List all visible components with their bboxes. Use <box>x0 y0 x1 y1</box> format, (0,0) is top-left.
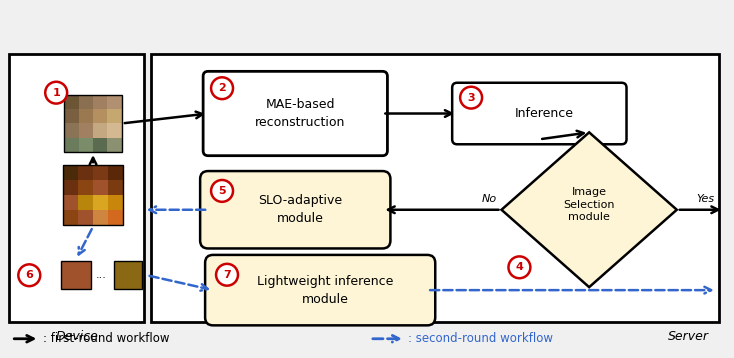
Bar <box>107 124 122 138</box>
Text: 7: 7 <box>223 270 231 280</box>
Text: Lightweight inference
module: Lightweight inference module <box>257 275 393 306</box>
Bar <box>64 124 79 138</box>
Bar <box>63 195 78 210</box>
Circle shape <box>509 256 531 278</box>
Bar <box>107 95 122 109</box>
Text: 4: 4 <box>515 262 523 272</box>
Bar <box>10 54 144 322</box>
Text: 6: 6 <box>26 270 33 280</box>
Text: 2: 2 <box>218 83 226 93</box>
Circle shape <box>460 87 482 108</box>
FancyBboxPatch shape <box>452 83 627 144</box>
Text: Device: Device <box>55 330 98 343</box>
Bar <box>64 95 122 152</box>
Bar <box>63 165 123 224</box>
Text: Inference: Inference <box>515 107 574 120</box>
Bar <box>107 109 122 124</box>
Circle shape <box>216 264 238 286</box>
Polygon shape <box>501 132 677 287</box>
Bar <box>79 95 93 109</box>
Text: 1: 1 <box>52 88 60 98</box>
Bar <box>63 210 78 224</box>
Text: KAIS: KAIS <box>156 103 584 252</box>
Bar <box>78 195 93 210</box>
Circle shape <box>211 180 233 202</box>
Text: MAE-based
reconstruction: MAE-based reconstruction <box>255 98 346 129</box>
Bar <box>93 95 107 109</box>
FancyBboxPatch shape <box>203 71 388 156</box>
Bar <box>108 210 123 224</box>
Bar <box>150 54 719 322</box>
Bar <box>79 138 93 152</box>
Text: : first-round workflow: : first-round workflow <box>43 332 170 345</box>
Bar <box>114 261 142 289</box>
Bar <box>93 195 108 210</box>
Text: Image
Selection
module: Image Selection module <box>564 187 615 222</box>
Bar <box>78 165 93 180</box>
FancyBboxPatch shape <box>200 171 390 248</box>
Text: Server: Server <box>668 330 709 343</box>
Bar <box>108 165 123 180</box>
Bar <box>64 138 79 152</box>
Bar <box>93 210 108 224</box>
FancyBboxPatch shape <box>205 255 435 325</box>
Text: Yes: Yes <box>697 194 715 204</box>
Bar <box>108 180 123 195</box>
Text: : second-round workflow: : second-round workflow <box>408 332 553 345</box>
Bar <box>107 138 122 152</box>
Bar <box>61 261 91 289</box>
Text: 3: 3 <box>468 93 475 103</box>
Text: SLO-adaptive
module: SLO-adaptive module <box>258 194 342 225</box>
Bar <box>64 95 79 109</box>
Bar <box>79 109 93 124</box>
Bar <box>79 124 93 138</box>
Bar <box>78 210 93 224</box>
Bar <box>93 109 107 124</box>
Bar <box>108 195 123 210</box>
Bar <box>93 165 108 180</box>
Bar <box>64 109 79 124</box>
Text: No: No <box>482 194 496 204</box>
Circle shape <box>46 82 67 103</box>
Bar <box>93 138 107 152</box>
Bar <box>63 180 78 195</box>
Bar <box>93 180 108 195</box>
Text: 5: 5 <box>218 186 226 196</box>
Bar <box>93 124 107 138</box>
Bar <box>63 165 78 180</box>
Bar <box>78 180 93 195</box>
Circle shape <box>211 77 233 99</box>
Text: ...: ... <box>96 270 107 280</box>
Circle shape <box>18 264 40 286</box>
